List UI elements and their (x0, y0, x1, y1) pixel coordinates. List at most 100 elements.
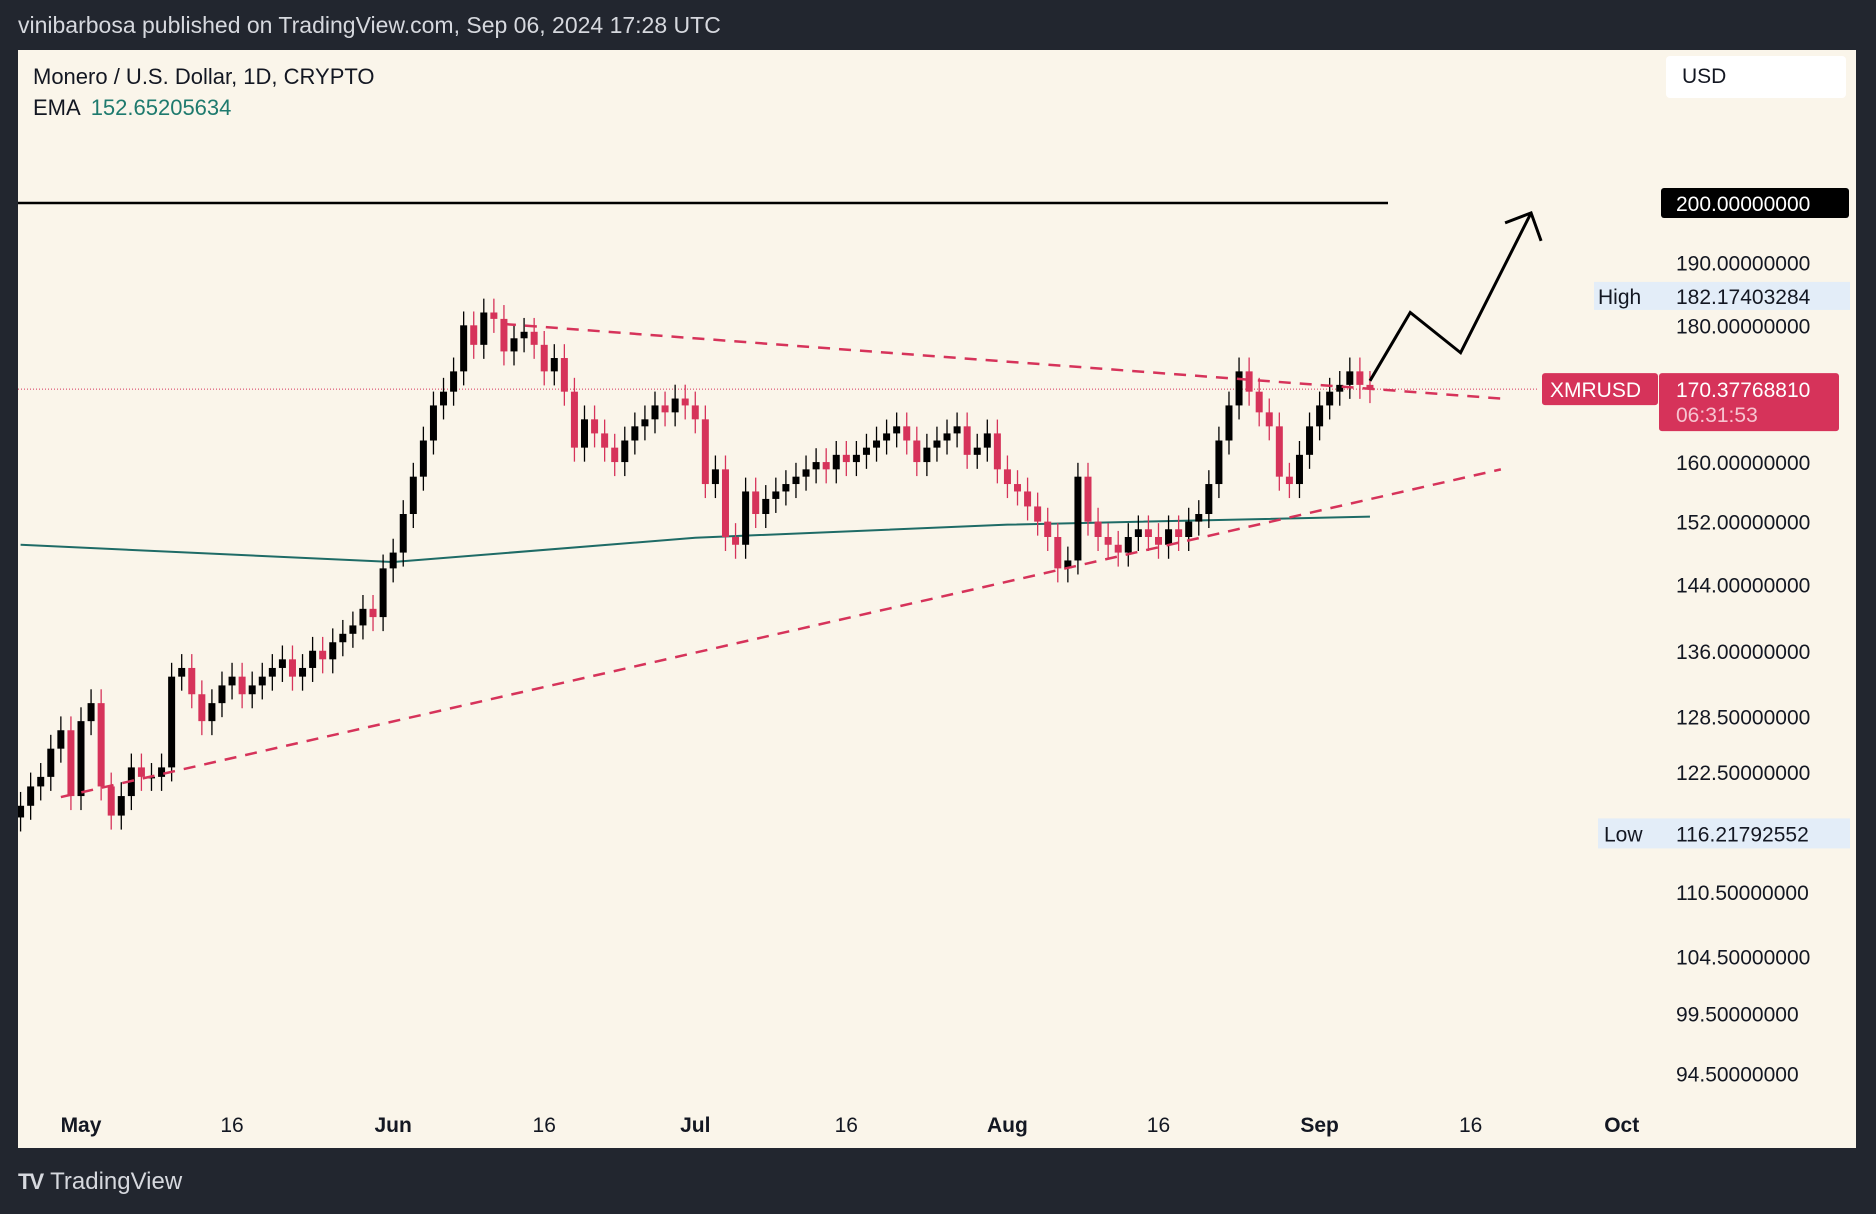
candle (389, 538, 397, 583)
x-tick-label: 16 (1147, 1114, 1170, 1137)
candle-body (1346, 371, 1354, 385)
y-tick-label: 144.00000000 (1676, 574, 1810, 597)
candle (560, 344, 568, 406)
candle (570, 377, 578, 462)
candle-body (1306, 426, 1314, 455)
candle (1245, 357, 1253, 406)
candle-body (923, 447, 931, 463)
candle-body (1255, 391, 1263, 413)
candle-body (983, 433, 991, 448)
candle (641, 405, 649, 441)
candle-body (1285, 476, 1293, 485)
candle-body (158, 767, 166, 777)
candle (500, 305, 508, 366)
candle (1255, 377, 1263, 427)
projection-arrow (1368, 212, 1533, 382)
x-tick-label: 16 (533, 1114, 556, 1137)
candle (883, 419, 891, 455)
candle (1074, 462, 1082, 575)
y-tick-label: 99.50000000 (1676, 1004, 1799, 1027)
candle (1306, 412, 1314, 469)
low-value: 116.21792552 (1676, 823, 1809, 846)
candle (601, 419, 609, 462)
candle-body (379, 568, 387, 618)
candle (1215, 426, 1223, 499)
last-price-badge-bg (1659, 373, 1839, 432)
candle (1134, 515, 1142, 552)
candle (591, 405, 599, 448)
candle-body (168, 676, 176, 768)
candle-body (77, 721, 85, 797)
y-tick-label: 110.50000000 (1676, 882, 1809, 905)
candle-body (228, 676, 236, 686)
candle (540, 330, 548, 386)
candle-body (278, 659, 286, 668)
candle (721, 455, 729, 552)
candle (661, 391, 669, 427)
candle (792, 462, 800, 499)
candle-body (238, 676, 246, 695)
candle (248, 671, 256, 709)
chart-panel[interactable]: 190.00000000 180.00000000 160.00000000 152.… (18, 50, 1856, 1148)
candle-body (87, 703, 95, 722)
low-badge-bg (1598, 818, 1850, 849)
candle (913, 426, 921, 477)
candle-body (218, 685, 226, 704)
candle (903, 412, 911, 455)
candle (711, 455, 719, 499)
y-tick-label: 94.50000000 (1676, 1063, 1799, 1086)
candle-body (319, 650, 327, 660)
candle-body (18, 805, 25, 818)
candle-body (399, 514, 407, 553)
candle-body (762, 498, 770, 515)
y-tick-label: 128.50000000 (1676, 707, 1810, 730)
candle (1195, 500, 1203, 536)
candle-body (641, 419, 649, 427)
candle-body (37, 776, 45, 787)
candle (268, 654, 276, 691)
candle-body (1366, 384, 1374, 390)
candle (198, 680, 206, 736)
candle-body (1326, 391, 1334, 406)
x-tick-label: 16 (1459, 1114, 1482, 1137)
candle (1285, 462, 1293, 499)
x-tick-label: Aug (987, 1114, 1028, 1137)
candle-body (711, 469, 719, 485)
candle (581, 405, 588, 462)
candle-body (1165, 529, 1173, 545)
candle-body (1356, 371, 1364, 385)
candle (873, 426, 881, 462)
currency-selector[interactable]: USD (1666, 56, 1846, 98)
candle (87, 689, 95, 736)
ema-line (20, 515, 1370, 564)
candle (1175, 515, 1183, 552)
symbol-badge: XMRUSD (1550, 379, 1641, 402)
candle-body (1084, 476, 1092, 522)
ema-label: EMA (33, 95, 81, 120)
y-tick-label: 190.00000000 (1676, 253, 1810, 276)
candle-body (1144, 529, 1152, 537)
candle-body (903, 426, 911, 441)
candle (1054, 523, 1062, 583)
candle-body (1074, 476, 1082, 561)
candle (1064, 546, 1072, 583)
brand-name[interactable]: TradingView (50, 1168, 183, 1195)
candle-body (732, 536, 740, 545)
candle-body (1104, 536, 1112, 545)
candle-body (1185, 521, 1193, 537)
candle-body (440, 391, 448, 406)
candle-body (1245, 371, 1253, 392)
candle (752, 477, 760, 529)
candle (137, 753, 145, 791)
price-chart[interactable]: 190.00000000 180.00000000 160.00000000 152.… (18, 50, 1856, 1148)
candle-body (943, 433, 951, 441)
candle-body (500, 318, 508, 352)
candle-body (389, 552, 397, 569)
candle-body (782, 484, 790, 492)
candle (47, 734, 55, 791)
candle-body (601, 433, 609, 448)
y-tick-label: 136.00000000 (1676, 641, 1810, 664)
candle (339, 619, 347, 657)
countdown: 06:31:53 (1676, 404, 1758, 427)
candle-body (1134, 529, 1142, 537)
